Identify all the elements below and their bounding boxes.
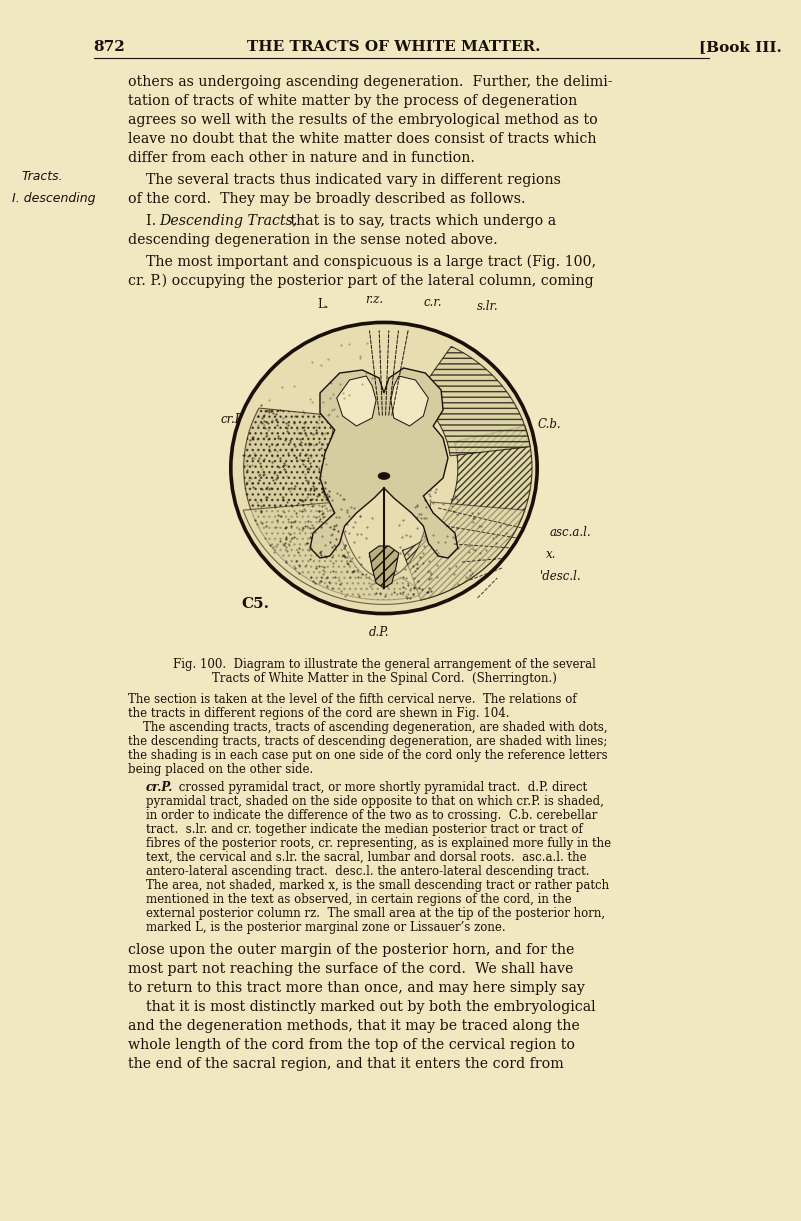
Text: that is to say, tracts which undergo a: that is to say, tracts which undergo a xyxy=(285,214,556,228)
Ellipse shape xyxy=(378,473,390,480)
Text: fibres of the posterior roots, cr. representing, as is explained more fully in t: fibres of the posterior roots, cr. repre… xyxy=(146,838,611,850)
Text: Descending Tracts,: Descending Tracts, xyxy=(159,214,298,228)
Text: s.lr.: s.lr. xyxy=(477,300,498,313)
Text: differ from each other in nature and in function.: differ from each other in nature and in … xyxy=(128,151,475,165)
Polygon shape xyxy=(369,546,399,589)
Text: others as undergoing ascending degeneration.  Further, the delimi-: others as undergoing ascending degenerat… xyxy=(128,74,613,89)
Text: 872: 872 xyxy=(94,40,125,54)
Text: and the degeneration methods, that it may be traced along the: and the degeneration methods, that it ma… xyxy=(128,1020,580,1033)
Text: L.: L. xyxy=(317,298,328,311)
Text: external posterior column rz.  The small area at the tip of the posterior horn,: external posterior column rz. The small … xyxy=(146,907,605,919)
Text: x.: x. xyxy=(546,548,557,560)
Ellipse shape xyxy=(231,324,537,613)
Text: pyramidal tract, shaded on the side opposite to that on which cr.P. is shaded,: pyramidal tract, shaded on the side oppo… xyxy=(146,795,604,808)
Text: the descending tracts, tracts of descending degeneration, are shaded with lines;: the descending tracts, tracts of descend… xyxy=(128,735,607,748)
Text: antero-lateral ascending tract.  desc.l. the antero-lateral descending tract.: antero-lateral ascending tract. desc.l. … xyxy=(146,864,590,878)
Text: the tracts in different regions of the cord are shewn in Fig. 104.: the tracts in different regions of the c… xyxy=(128,707,509,720)
Polygon shape xyxy=(336,376,376,426)
Text: leave no doubt that the white matter does consist of tracts which: leave no doubt that the white matter doe… xyxy=(128,132,597,147)
Text: I. descending: I. descending xyxy=(12,192,95,205)
Text: descending degeneration in the sense noted above.: descending degeneration in the sense not… xyxy=(128,233,497,247)
Text: c.r.: c.r. xyxy=(424,295,442,309)
Text: THE TRACTS OF WHITE MATTER.: THE TRACTS OF WHITE MATTER. xyxy=(247,40,541,54)
Text: d.P.: d.P. xyxy=(368,626,389,639)
Text: crossed pyramidal tract, or more shortly pyramidal tract.  d.P. direct: crossed pyramidal tract, or more shortly… xyxy=(175,781,587,794)
Text: The section is taken at the level of the fifth cervical nerve.  The relations of: The section is taken at the level of the… xyxy=(128,694,577,706)
Text: The several tracts thus indicated vary in different regions: The several tracts thus indicated vary i… xyxy=(128,173,561,187)
Text: of the cord.  They may be broadly described as follows.: of the cord. They may be broadly describ… xyxy=(128,192,525,206)
Text: Tracts.: Tracts. xyxy=(22,170,63,183)
Text: The ascending tracts, tracts of ascending degeneration, are shaded with dots,: The ascending tracts, tracts of ascendin… xyxy=(128,720,608,734)
Text: the shading is in each case put on one side of the cord only the reference lette: the shading is in each case put on one s… xyxy=(128,748,608,762)
Text: whole length of the cord from the top of the cervical region to: whole length of the cord from the top of… xyxy=(128,1038,575,1053)
Polygon shape xyxy=(244,408,428,600)
Text: marked L, is the posterior marginal zone or Lissauer’s zone.: marked L, is the posterior marginal zone… xyxy=(146,921,505,934)
Text: in order to indicate the difference of the two as to crossing.  C.b. cerebellar: in order to indicate the difference of t… xyxy=(146,810,597,822)
Text: 'desc.l.: 'desc.l. xyxy=(540,570,582,582)
Text: tation of tracts of white matter by the process of degeneration: tation of tracts of white matter by the … xyxy=(128,94,578,107)
Text: most part not reaching the surface of the cord.  We shall have: most part not reaching the surface of th… xyxy=(128,962,574,976)
Polygon shape xyxy=(414,347,530,455)
Text: that it is most distinctly marked out by both the embryological: that it is most distinctly marked out by… xyxy=(128,1000,596,1013)
Text: cr. P.) occupying the posterior part of the lateral column, coming: cr. P.) occupying the posterior part of … xyxy=(128,274,594,288)
Polygon shape xyxy=(310,368,458,558)
Text: Tracts of White Matter in the Spinal Cord.  (Sherrington.): Tracts of White Matter in the Spinal Cor… xyxy=(211,672,557,685)
Text: asc.a.l.: asc.a.l. xyxy=(549,526,591,538)
Polygon shape xyxy=(244,502,525,604)
Text: C5.: C5. xyxy=(241,597,269,610)
Text: I.: I. xyxy=(128,214,165,228)
Text: The most important and conspicuous is a large tract (Fig. 100,: The most important and conspicuous is a … xyxy=(128,255,596,270)
Text: Fig. 100.  Diagram to illustrate the general arrangement of the several: Fig. 100. Diagram to illustrate the gene… xyxy=(172,658,595,672)
Text: cr.P: cr.P xyxy=(220,413,243,426)
Text: text, the cervical and s.lr. the sacral, lumbar and dorsal roots.  asc.a.l. the: text, the cervical and s.lr. the sacral,… xyxy=(146,851,586,864)
Text: [Book III.: [Book III. xyxy=(699,40,782,54)
Text: close upon the outer margin of the posterior horn, and for the: close upon the outer margin of the poste… xyxy=(128,943,574,957)
Text: cr.P.: cr.P. xyxy=(146,781,173,794)
Text: tract.  s.lr. and cr. together indicate the median posterior tract or tract of: tract. s.lr. and cr. together indicate t… xyxy=(146,823,582,836)
Text: agrees so well with the results of the embryological method as to: agrees so well with the results of the e… xyxy=(128,114,598,127)
Text: being placed on the other side.: being placed on the other side. xyxy=(128,763,313,777)
Text: The area, not shaded, marked x, is the small descending tract or rather patch: The area, not shaded, marked x, is the s… xyxy=(146,879,609,893)
Text: to return to this tract more than once, and may here simply say: to return to this tract more than once, … xyxy=(128,980,585,995)
Text: r.z.: r.z. xyxy=(365,293,383,306)
Text: the end of the sacral region, and that it enters the cord from: the end of the sacral region, and that i… xyxy=(128,1057,564,1071)
Polygon shape xyxy=(402,426,532,600)
Polygon shape xyxy=(391,376,429,426)
Text: C.b.: C.b. xyxy=(537,418,562,431)
Text: mentioned in the text as observed, in certain regions of the cord, in the: mentioned in the text as observed, in ce… xyxy=(146,893,571,906)
